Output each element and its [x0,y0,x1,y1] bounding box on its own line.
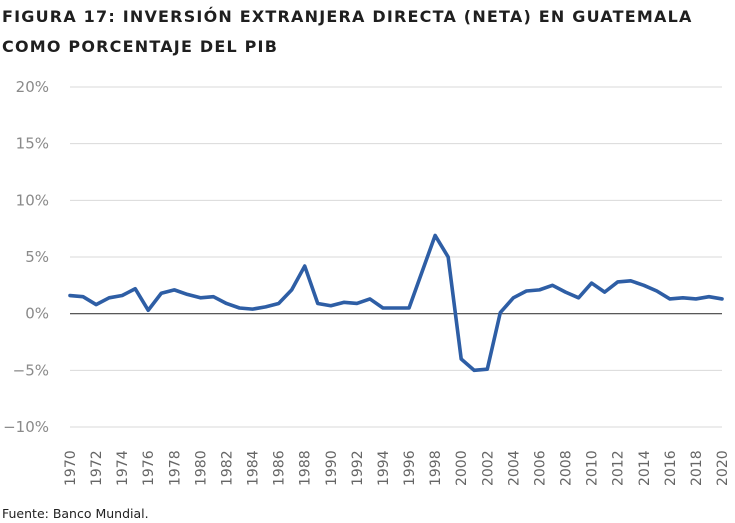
x-tick-label: 1972 [89,450,105,486]
x-tick-label: 1994 [376,450,392,486]
x-tick-label: 1974 [115,450,131,486]
x-tick-label: 1970 [63,450,79,486]
x-tick-label: 2008 [559,450,575,486]
x-tick-label: 2014 [637,450,653,486]
x-tick-label: 2000 [454,450,470,486]
x-tick-label: 1978 [167,450,183,486]
x-tick-label: 2010 [585,450,601,486]
x-tick-label: 1998 [428,450,444,486]
x-tick-label: 2006 [532,450,548,486]
series-line [68,233,724,373]
x-tick-label: 1984 [246,450,262,486]
x-tick-label: 2020 [715,450,731,486]
x-tick-label: 1982 [219,450,235,486]
series-layer [68,233,724,373]
x-tick-label: 2016 [663,450,679,486]
line-chart: −10%−5%0%5%10%15%20% 1970 1972 1974 1976 197… [3,78,731,486]
y-tick-label: −5% [13,361,49,379]
x-tick-label: 2018 [689,450,705,486]
y-tick-label: 20% [16,78,49,96]
y-tick-label: −10% [3,418,49,436]
x-tick-label: 1992 [350,450,366,486]
x-tick-label: 1986 [272,450,288,486]
gridlines [70,86,722,428]
y-tick-label: 0% [25,305,49,323]
y-axis-ticks: −10% −5% 0% 5% 10% 15% 20% [3,78,49,436]
x-tick-label: 1976 [141,450,157,486]
x-axis-ticks: 1970 1972 1974 1976 1978 1980 1982 1984 1986 1988… [63,450,731,486]
x-tick-label: 2002 [480,450,496,486]
y-tick-label: 15% [16,135,49,153]
y-tick-label: 10% [16,191,49,209]
x-tick-label: 1990 [324,450,340,486]
x-tick-label: 1980 [193,450,209,486]
chart-title: FIGURA 17: INVERSIÓN EXTRANJERA DIRECTA … [2,7,693,56]
x-tick-label: 1996 [402,450,418,486]
x-tick-label: 2012 [611,450,627,486]
x-tick-label: 2004 [506,450,522,486]
y-tick-label: 5% [25,248,49,266]
source-note: Fuente: Banco Mundial. [2,506,149,521]
x-tick-label: 1988 [298,450,314,486]
